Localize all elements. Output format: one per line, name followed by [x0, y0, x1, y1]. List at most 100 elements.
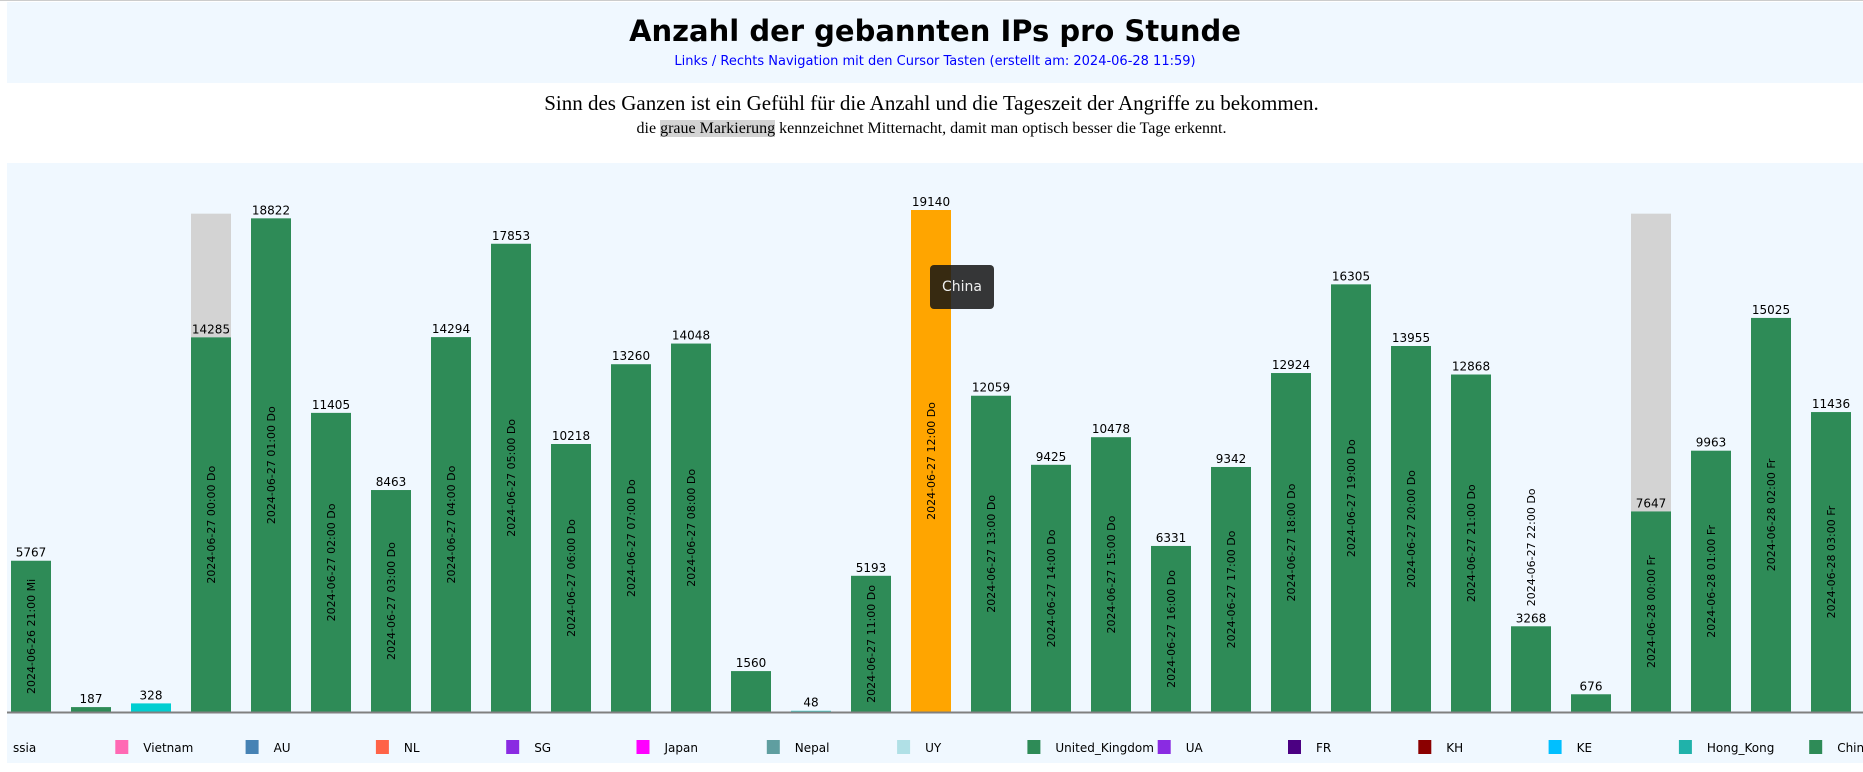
bar[interactable] — [1331, 284, 1371, 712]
bar[interactable] — [1031, 464, 1071, 712]
bar-category-label: 2024-06-27 05:00 Do — [505, 419, 518, 537]
bar[interactable] — [251, 218, 291, 712]
bar[interactable] — [1091, 437, 1131, 712]
bar-value-label: 11405 — [312, 398, 350, 412]
bar-category-label: 2024-06-28 01:00 Fr — [1705, 525, 1718, 638]
bar-category-label: 2024-06-27 17:00 Do — [1225, 530, 1238, 648]
midnight-marker — [1631, 213, 1671, 512]
bar-value-label: 12868 — [1452, 360, 1490, 374]
page-subtitle: Links / Rechts Navigation mit den Cursor… — [674, 54, 1196, 69]
bar-chart: 5767 2024-06-26 21:00 Mi 187 328 14285 2024-0… — [7, 163, 1863, 763]
legend-item[interactable]: AU — [274, 741, 291, 755]
bar[interactable] — [851, 575, 891, 712]
bar[interactable] — [11, 560, 51, 712]
legend-item[interactable]: Hong_Kong — [1707, 741, 1774, 755]
bar-value-label: 1560 — [736, 656, 767, 670]
legend-swatch — [1027, 740, 1041, 754]
bar[interactable] — [731, 671, 771, 712]
legend-item[interactable]: FR — [1316, 741, 1331, 755]
bar[interactable] — [1451, 374, 1491, 712]
legend-item[interactable]: KH — [1446, 741, 1463, 755]
bar-value-label: 3268 — [1516, 611, 1547, 625]
bar[interactable] — [791, 710, 831, 712]
bar-category-label: 2024-06-27 15:00 Do — [1105, 515, 1118, 633]
legend-item[interactable]: China — [1837, 741, 1863, 755]
legend-item[interactable]: Japan — [664, 741, 698, 755]
legend-item[interactable]: NL — [404, 741, 420, 755]
bar-category-label: 2024-06-27 03:00 Do — [385, 542, 398, 660]
bar[interactable] — [1271, 373, 1311, 712]
bar-value-label: 14294 — [432, 322, 470, 336]
bar-value-label: 14285 — [192, 322, 230, 336]
bar-category-label: 2024-06-27 16:00 Do — [1165, 570, 1178, 688]
legend-item[interactable]: UA — [1186, 741, 1204, 755]
bar[interactable] — [71, 707, 111, 712]
bar[interactable] — [431, 337, 471, 712]
bar-value-label: 5193 — [856, 561, 887, 575]
legend-swatch — [245, 740, 259, 754]
bar[interactable] — [1751, 317, 1791, 712]
bar-value-label: 13260 — [612, 349, 650, 363]
midnight-marker-hint: graue Markierung — [660, 120, 776, 137]
legend-swatch — [897, 740, 911, 754]
intro-line-2: die graue Markierung kennzeichnet Mitter… — [0, 120, 1863, 138]
bar-category-label: 2024-06-27 06:00 Do — [565, 519, 578, 637]
intro-text: Sinn des Ganzen ist ein Gefühl für die A… — [0, 91, 1863, 138]
bar[interactable] — [1391, 345, 1431, 712]
bar-value-label: 9342 — [1216, 452, 1247, 466]
bar[interactable] — [671, 343, 711, 712]
bar-value-label: 12059 — [972, 381, 1010, 395]
bar[interactable] — [1211, 466, 1251, 712]
bar[interactable] — [491, 243, 531, 712]
legend-item[interactable]: UY — [925, 741, 942, 755]
bar-value-label: 48 — [803, 696, 818, 710]
bar-category-label: 2024-06-27 13:00 Do — [985, 495, 998, 613]
chart-tooltip: China — [930, 265, 994, 309]
legend-swatch — [1548, 740, 1562, 754]
bar-value-label: 18822 — [252, 203, 290, 217]
legend-item[interactable]: Vietnam — [143, 741, 193, 755]
bar[interactable] — [551, 444, 591, 712]
bar-value-label: 7647 — [1636, 496, 1667, 510]
bar[interactable] — [311, 412, 351, 712]
chart-svg: 5767 2024-06-26 21:00 Mi 187 328 14285 2024-0… — [7, 195, 1863, 755]
bar[interactable] — [371, 490, 411, 712]
bar-category-label: 2024-06-28 03:00 Fr — [1825, 505, 1838, 618]
legend-item[interactable]: Nepal — [795, 741, 830, 755]
bar[interactable] — [611, 364, 651, 712]
bar[interactable] — [1151, 545, 1191, 712]
bar[interactable] — [131, 703, 171, 712]
legend-swatch — [1809, 740, 1823, 754]
bar-category-label: 2024-06-27 20:00 Do — [1405, 470, 1418, 588]
bar[interactable] — [1571, 694, 1611, 712]
bar-category-label: 2024-06-27 12:00 Do — [925, 402, 938, 520]
bar[interactable] — [1811, 412, 1851, 712]
bar-value-label: 10218 — [552, 429, 590, 443]
bar[interactable] — [1511, 626, 1551, 712]
bar[interactable] — [971, 395, 1011, 712]
bar-value-label: 187 — [80, 692, 103, 706]
intro-line-2-post: kennzeichnet Mitternacht, damit man opti… — [775, 120, 1227, 137]
bar-category-label: 2024-06-27 02:00 Do — [325, 503, 338, 621]
intro-line-1: Sinn des Ganzen ist ein Gefühl für die A… — [544, 91, 1319, 115]
bar-value-label: 9425 — [1036, 450, 1067, 464]
bar-category-label: 2024-06-26 21:00 Mi — [25, 579, 38, 694]
legend-item[interactable]: SG — [534, 741, 551, 755]
bar-value-label: 19140 — [912, 195, 950, 209]
bar[interactable] — [1691, 450, 1731, 712]
legend-swatch — [375, 740, 389, 754]
legend-item[interactable]: ssia — [13, 741, 36, 755]
bar-category-label: 2024-06-27 18:00 Do — [1285, 483, 1298, 601]
bar[interactable] — [191, 337, 231, 712]
legend-swatch — [636, 740, 650, 754]
bar-category-label: 2024-06-27 01:00 Do — [265, 406, 278, 524]
bar-category-label: 2024-06-27 07:00 Do — [625, 479, 638, 597]
bar-category-label: 2024-06-27 22:00 Do — [1525, 488, 1538, 606]
bar-value-label: 10478 — [1092, 422, 1130, 436]
bar-category-label: 2024-06-27 21:00 Do — [1465, 484, 1478, 602]
bar-value-label: 13955 — [1392, 331, 1430, 345]
legend-item[interactable]: United_Kingdom — [1055, 741, 1154, 755]
legend-swatch — [1288, 740, 1301, 754]
legend-item[interactable]: KE — [1577, 741, 1592, 755]
bar[interactable] — [1631, 511, 1671, 712]
